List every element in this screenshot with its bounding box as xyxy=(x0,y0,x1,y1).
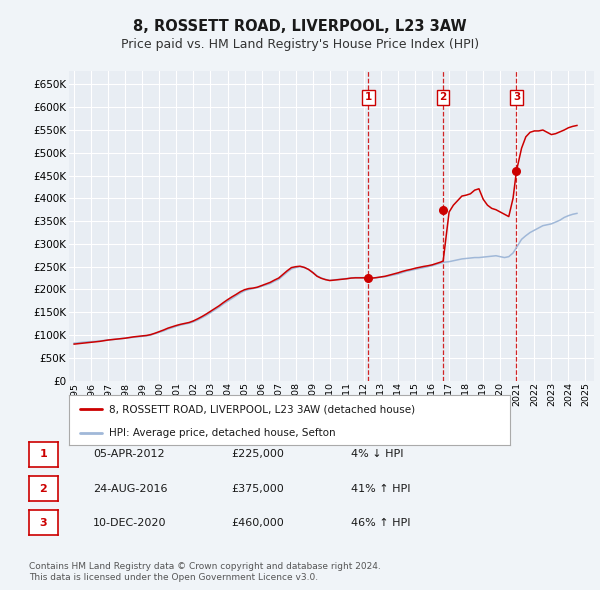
Text: 10-DEC-2020: 10-DEC-2020 xyxy=(93,518,167,527)
Text: 3: 3 xyxy=(513,92,520,102)
Text: HPI: Average price, detached house, Sefton: HPI: Average price, detached house, Seft… xyxy=(109,428,335,438)
Text: Contains HM Land Registry data © Crown copyright and database right 2024.
This d: Contains HM Land Registry data © Crown c… xyxy=(29,562,380,582)
Text: 1: 1 xyxy=(40,450,47,459)
Text: 4% ↓ HPI: 4% ↓ HPI xyxy=(351,450,404,459)
Text: £225,000: £225,000 xyxy=(231,450,284,459)
Text: 2: 2 xyxy=(440,92,447,102)
Text: 2: 2 xyxy=(40,484,47,493)
Text: 8, ROSSETT ROAD, LIVERPOOL, L23 3AW (detached house): 8, ROSSETT ROAD, LIVERPOOL, L23 3AW (det… xyxy=(109,404,415,414)
Text: £375,000: £375,000 xyxy=(231,484,284,493)
Text: 8, ROSSETT ROAD, LIVERPOOL, L23 3AW: 8, ROSSETT ROAD, LIVERPOOL, L23 3AW xyxy=(133,19,467,34)
Text: 1: 1 xyxy=(365,92,372,102)
Text: 41% ↑ HPI: 41% ↑ HPI xyxy=(351,484,410,493)
Text: 46% ↑ HPI: 46% ↑ HPI xyxy=(351,518,410,527)
Text: 3: 3 xyxy=(40,518,47,527)
Text: 24-AUG-2016: 24-AUG-2016 xyxy=(93,484,167,493)
Text: 05-APR-2012: 05-APR-2012 xyxy=(93,450,164,459)
Text: Price paid vs. HM Land Registry's House Price Index (HPI): Price paid vs. HM Land Registry's House … xyxy=(121,38,479,51)
Text: £460,000: £460,000 xyxy=(231,518,284,527)
